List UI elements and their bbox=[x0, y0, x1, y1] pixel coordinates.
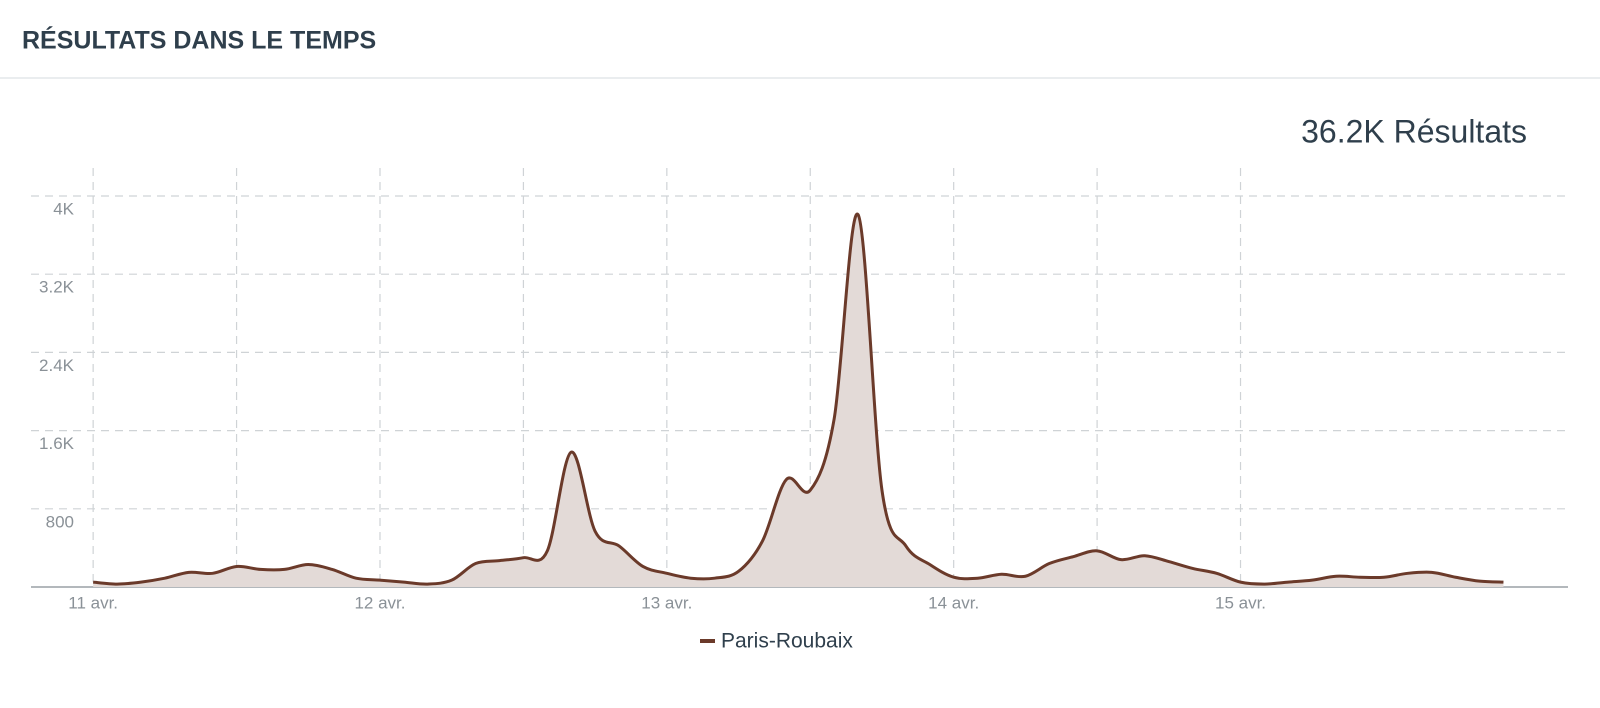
x-tick-label: 11 avr. bbox=[68, 593, 118, 612]
x-tick-label: 12 avr. bbox=[354, 593, 405, 612]
area bbox=[93, 213, 1504, 588]
x-tick-label: 15 avr. bbox=[1215, 593, 1266, 612]
y-tick-label: 1.6K bbox=[39, 434, 75, 453]
legend-swatch bbox=[700, 639, 715, 643]
y-tick-label: 3.2K bbox=[39, 278, 75, 297]
line bbox=[93, 212, 1504, 586]
x-tick-label: 14 avr. bbox=[928, 593, 979, 612]
card-title: RÉSULTATS DANS LE TEMPS bbox=[22, 26, 376, 55]
legend-label: Paris-Roubaix bbox=[721, 630, 853, 653]
y-tick-label: 2.4K bbox=[39, 356, 75, 375]
total-results: 36.2K Résultats bbox=[1301, 113, 1527, 149]
y-tick-label: 4K bbox=[53, 199, 74, 218]
y-tick-label: 800 bbox=[46, 512, 74, 531]
x-tick-label: 13 avr. bbox=[641, 593, 692, 612]
